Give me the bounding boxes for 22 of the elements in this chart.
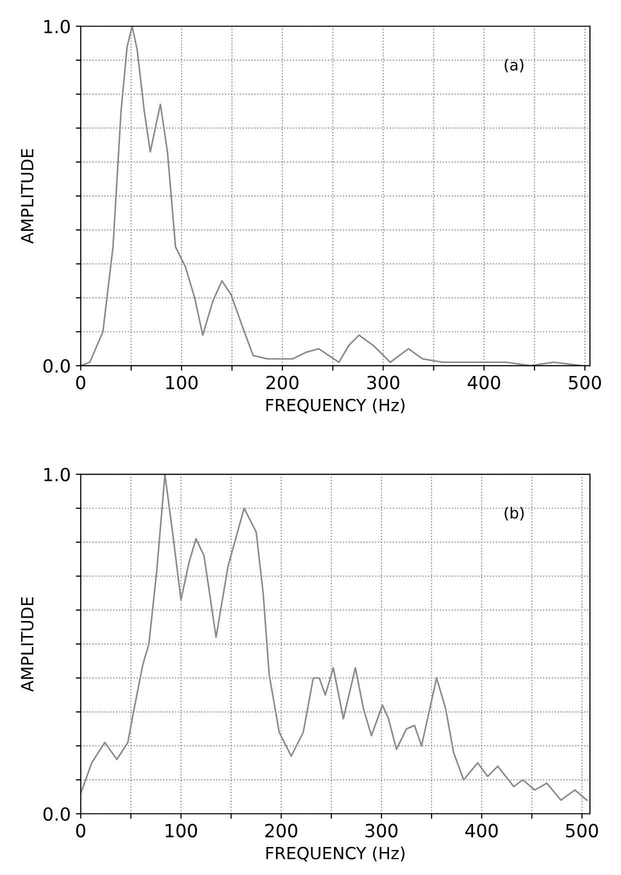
x-tick-label: 0 — [76, 376, 86, 390]
x-axis-title: FREQUENCY (Hz) — [266, 846, 404, 862]
y-tick-label: 1.0 — [44, 20, 70, 34]
y-tick-label: 0.0 — [43, 359, 70, 373]
x-axis-title: FREQUENCY (Hz) — [266, 398, 404, 414]
x-tick-label: 300 — [366, 824, 398, 838]
annotation: (a) — [504, 58, 524, 72]
x-tick-label: 400 — [468, 376, 500, 390]
x-tick-label: 100 — [166, 376, 198, 390]
x-tick-label: 100 — [166, 824, 197, 838]
y-axis-title: AMPLITUDE — [21, 149, 34, 244]
x-tick-label: 500 — [569, 376, 601, 390]
x-tick-label: 200 — [265, 824, 298, 838]
x-tick-label: 400 — [465, 824, 498, 838]
y-tick-label: 1.0 — [44, 468, 70, 482]
y-axis-title: AMPLITUDE — [21, 597, 34, 692]
x-tick-label: 0 — [76, 824, 86, 838]
x-tick-label: 300 — [367, 376, 400, 390]
x-tick-label: 200 — [266, 376, 298, 390]
annotation: (b) — [504, 506, 524, 520]
y-tick-label: 0.0 — [43, 807, 70, 821]
x-tick-label: 500 — [566, 824, 598, 838]
